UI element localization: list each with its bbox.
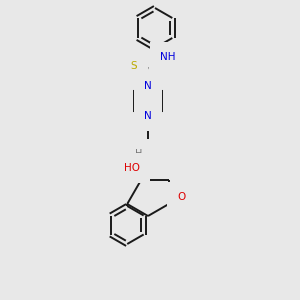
Text: HO: HO xyxy=(124,163,140,173)
Text: NH: NH xyxy=(160,52,176,62)
Text: N: N xyxy=(144,111,152,121)
Text: S: S xyxy=(131,61,137,71)
Text: N: N xyxy=(144,150,152,160)
Text: O: O xyxy=(178,192,186,202)
Text: H: H xyxy=(135,149,143,159)
Text: N: N xyxy=(144,81,152,91)
